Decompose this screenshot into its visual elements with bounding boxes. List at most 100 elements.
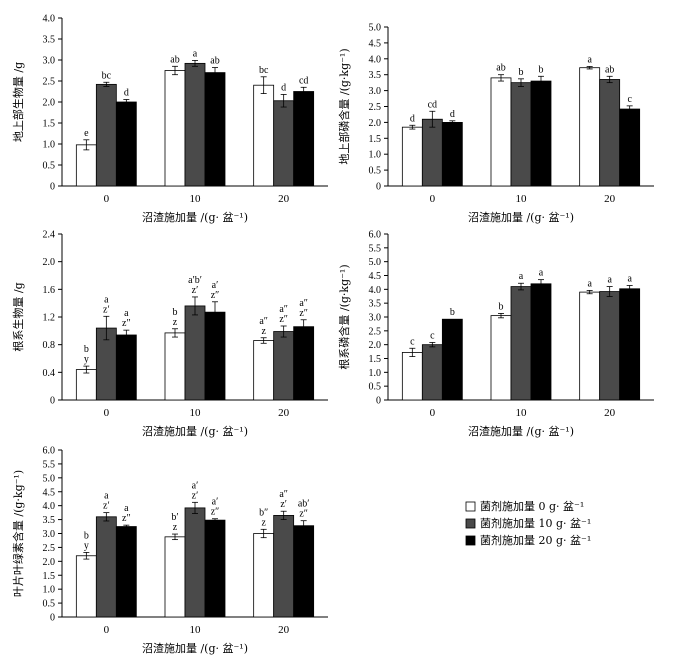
significance-label: z′	[103, 304, 110, 315]
y-tick-label: 3.0	[43, 529, 56, 540]
significance-label: cd	[299, 75, 308, 86]
bar	[619, 288, 641, 401]
bar	[95, 516, 117, 618]
bar	[401, 126, 423, 187]
significance-label: a	[193, 48, 198, 59]
chart-panel-1: 00.51.01.52.02.53.03.54.04.55.00dcdd10ab…	[337, 23, 654, 224]
significance-label: b	[450, 307, 455, 318]
x-axis-label: 沼渣施加量 /(g· 盆⁻¹)	[468, 424, 574, 438]
x-tick-label: 10	[190, 407, 202, 419]
y-tick-label: 3.0	[369, 313, 382, 324]
y-tick-label: 6.0	[43, 446, 56, 457]
y-tick-label: 0.5	[43, 161, 56, 172]
significance-label: y	[84, 354, 89, 365]
bar	[115, 101, 137, 187]
y-tick-label: 0.8	[43, 340, 56, 351]
significance-label: z	[261, 517, 266, 528]
x-tick-label: 0	[430, 407, 436, 419]
y-tick-label: 2.0	[369, 340, 382, 351]
y-tick-label: 4.5	[369, 38, 382, 49]
bar	[490, 315, 512, 401]
bar	[164, 536, 186, 618]
significance-label: z′	[192, 490, 199, 501]
bar	[273, 100, 295, 187]
y-tick-label: 4.0	[369, 285, 382, 296]
significance-label: d	[450, 109, 455, 120]
bar	[530, 80, 552, 187]
y-tick-label: 1.5	[43, 571, 56, 582]
significance-label: z″	[122, 513, 131, 524]
significance-label: a	[124, 308, 129, 319]
x-tick-label: 20	[278, 193, 290, 205]
x-tick-label: 0	[430, 193, 436, 205]
significance-label: b	[173, 307, 178, 318]
y-axis-label: 根系生物量 /g	[11, 282, 25, 351]
y-tick-label: 4.0	[43, 501, 56, 512]
y-tick-label: 0.4	[43, 368, 56, 379]
y-tick-label: 2.5	[43, 77, 56, 88]
bar	[293, 326, 315, 401]
bar	[579, 67, 601, 187]
y-tick-label: 0	[50, 613, 55, 624]
significance-label: d	[124, 87, 129, 98]
y-tick-label: 4.5	[43, 487, 56, 498]
bar	[253, 84, 275, 187]
y-tick-label: 0	[50, 396, 55, 407]
y-tick-label: 2.5	[43, 543, 56, 554]
significance-label: z″	[211, 507, 220, 518]
y-tick-label: 1.0	[43, 585, 56, 596]
bar	[184, 305, 206, 401]
significance-label: a′	[212, 280, 219, 291]
y-tick-label: 0	[50, 182, 55, 193]
bar	[253, 340, 275, 401]
significance-label: a″	[279, 489, 288, 500]
significance-label: z	[173, 317, 178, 328]
bar	[293, 525, 315, 618]
y-axis-label: 根系磷含量 /(g·kg⁻¹)	[337, 264, 351, 369]
bar	[115, 526, 137, 618]
significance-label: c	[410, 336, 415, 347]
significance-label: b′	[171, 512, 178, 523]
significance-label: z′	[280, 499, 287, 510]
y-tick-label: 0.5	[369, 382, 382, 393]
bar	[204, 519, 226, 618]
bar	[95, 83, 117, 187]
significance-label: a″	[259, 316, 268, 327]
significance-label: z′	[192, 285, 199, 296]
significance-label: z″	[299, 509, 308, 520]
significance-label: ab	[605, 64, 614, 75]
significance-label: c	[430, 330, 435, 341]
y-tick-label: 2.0	[43, 557, 56, 568]
bar	[401, 352, 423, 401]
chart-panel-3: 0 0.5 1.0 1.5 2.0 2.5 3.0 3.5 4.0 4.5 5.0 5.5 6.0 0 c c…	[337, 230, 654, 438]
bar	[441, 318, 463, 401]
y-tick-label: 4.0	[369, 54, 382, 65]
significance-label: b	[84, 344, 89, 355]
y-tick-label: 1.5	[43, 119, 56, 130]
bar	[273, 331, 295, 401]
significance-label: a′	[212, 497, 219, 508]
significance-label: ab	[496, 63, 505, 74]
bar	[204, 311, 226, 401]
x-tick-label: 20	[604, 407, 616, 419]
significance-label: y	[84, 540, 89, 551]
y-tick-label: 0	[376, 396, 381, 407]
y-tick-label: 1.2	[43, 313, 56, 324]
bar	[510, 286, 532, 401]
bar	[421, 344, 443, 401]
x-tick-label: 20	[604, 193, 616, 205]
significance-label: a″	[299, 298, 308, 309]
y-tick-label: 5.0	[43, 473, 56, 484]
y-tick-label: 4.0	[43, 14, 56, 25]
x-axis-label: 沼渣施加量 /(g· 盆⁻¹)	[142, 641, 248, 655]
y-tick-label: 4.5	[369, 271, 382, 282]
significance-label: a	[124, 503, 129, 514]
bar	[599, 291, 621, 401]
bar	[164, 70, 186, 187]
x-tick-label: 10	[190, 624, 202, 636]
bar	[184, 62, 206, 187]
significance-label: z	[173, 522, 178, 533]
y-tick-label: 3.5	[43, 35, 56, 46]
bar	[530, 283, 552, 401]
